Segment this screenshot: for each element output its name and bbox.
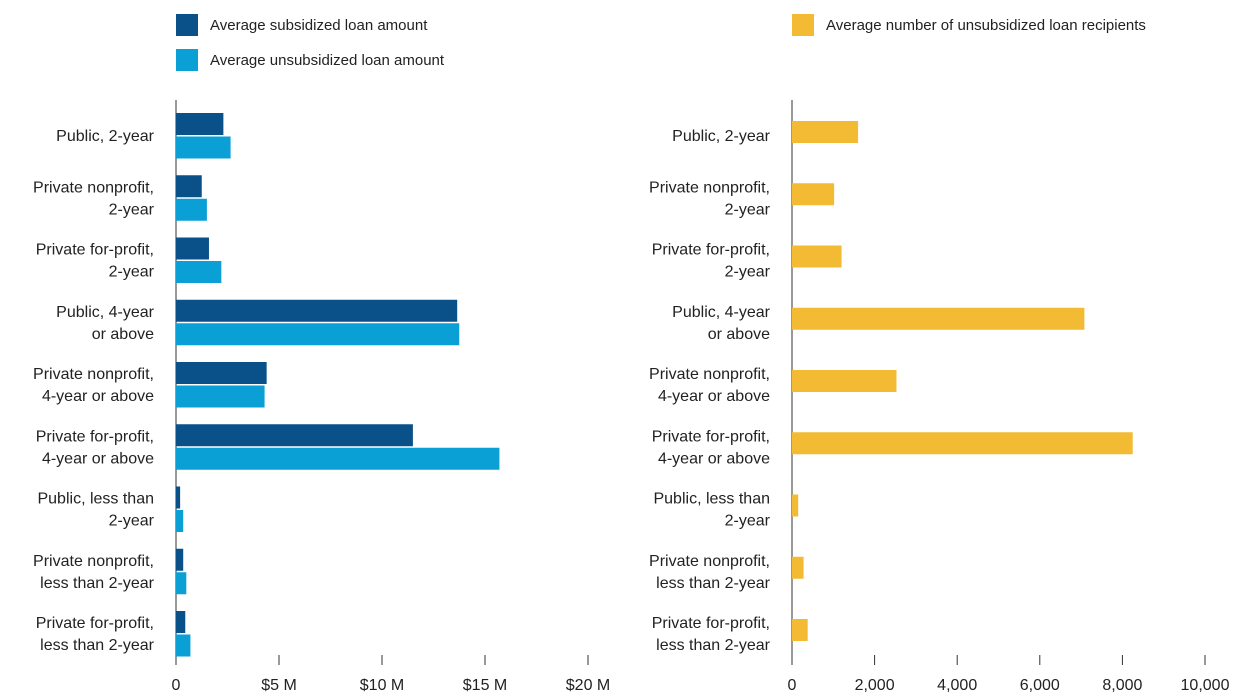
- bar: [176, 323, 460, 346]
- category-label: or above: [92, 326, 154, 343]
- x-tick-label: $20 M: [566, 677, 610, 693]
- bar: [176, 572, 187, 595]
- category-label: 2-year: [109, 264, 155, 281]
- category-label: 2-year: [725, 513, 771, 530]
- bar: [176, 261, 222, 283]
- bar: [792, 494, 799, 517]
- legend-swatch-unsubsidized: [176, 49, 198, 71]
- category-label: Public, less than: [653, 491, 770, 508]
- category-label: 2-year: [109, 201, 155, 218]
- category-label: Public, 2-year: [56, 128, 154, 145]
- bar: [176, 611, 186, 633]
- bar: [176, 548, 184, 571]
- x-tick-label: 0: [788, 677, 797, 693]
- bar: [176, 299, 458, 322]
- bar: [792, 245, 842, 268]
- category-label: less than 2-year: [40, 575, 155, 592]
- x-tick-label: 8,000: [1102, 677, 1142, 693]
- legend-item-recipients: Average number of unsubsidized loan reci…: [792, 14, 1146, 36]
- legend-label-unsubsidized: Average unsubsidized loan amount: [210, 51, 445, 69]
- bar: [792, 619, 808, 641]
- category-label: Private nonprofit,: [649, 179, 770, 196]
- legend-swatch-recipients: [792, 14, 814, 36]
- bar: [176, 237, 209, 260]
- category-label: Public, less than: [37, 491, 154, 508]
- bar: [176, 136, 231, 159]
- bar: [792, 432, 1133, 455]
- bar: [792, 121, 859, 143]
- legend-label-subsidized: Average subsidized loan amount: [210, 16, 428, 34]
- x-tick-label: $5 M: [261, 677, 297, 693]
- category-label: Private for-profit,: [652, 428, 770, 445]
- category-label: 4-year or above: [658, 388, 770, 405]
- bar: [792, 556, 804, 579]
- category-label: 4-year or above: [42, 388, 154, 405]
- category-label: 2-year: [109, 513, 155, 530]
- category-label: 4-year or above: [42, 450, 154, 467]
- legend-item-unsubsidized: Average unsubsidized loan amount: [176, 49, 444, 71]
- category-label: Private nonprofit,: [649, 553, 770, 570]
- category-label: 4-year or above: [658, 450, 770, 467]
- bar: [792, 183, 835, 206]
- category-label: 2-year: [725, 201, 771, 218]
- x-tick-label: $10 M: [360, 677, 404, 693]
- category-label: Public, 4-year: [672, 304, 770, 321]
- x-tick-label: 10,000: [1181, 677, 1230, 693]
- category-label: Private nonprofit,: [33, 366, 154, 383]
- category-label: Public, 2-year: [672, 128, 770, 145]
- chart-recipients: 0 2,000 4,000 6,000 8,000 10,000 Public, 2-yea…: [649, 100, 1230, 693]
- x-tick-label: 0: [172, 677, 181, 693]
- category-label: less than 2-year: [656, 575, 771, 592]
- category-label: Private for-profit,: [36, 428, 154, 445]
- legend-item-subsidized: Average subsidized loan amount: [176, 14, 427, 36]
- category-label: Private nonprofit,: [33, 553, 154, 570]
- legend-swatch-subsidized: [176, 14, 198, 36]
- bar: [176, 113, 224, 135]
- category-label: 2-year: [725, 264, 771, 281]
- bar: [176, 198, 207, 221]
- bar: [176, 510, 184, 532]
- category-label: Private for-profit,: [652, 615, 770, 632]
- bar: [176, 634, 191, 657]
- legend-label-recipients: Average number of unsubsidized loan reci…: [826, 16, 1146, 34]
- x-tick-label: 2,000: [855, 677, 895, 693]
- category-label: Private nonprofit,: [33, 179, 154, 196]
- category-label: less than 2-year: [40, 637, 155, 654]
- category-label: Public, 4-year: [56, 304, 154, 321]
- category-label: less than 2-year: [656, 637, 771, 654]
- category-label: Private for-profit,: [36, 242, 154, 259]
- bar: [176, 362, 267, 384]
- bar: [176, 486, 181, 509]
- x-tick-label: 6,000: [1020, 677, 1060, 693]
- x-tick-label: $15 M: [463, 677, 507, 693]
- bar: [792, 370, 897, 392]
- category-label: or above: [708, 326, 770, 343]
- x-tick-label: 4,000: [937, 677, 977, 693]
- category-label: Private nonprofit,: [649, 366, 770, 383]
- bar: [176, 447, 500, 470]
- chart-loan-amounts: 0 $5 M $10 M $15 M $20 M Public, 2-year Privat…: [33, 100, 610, 693]
- category-label: Private for-profit,: [36, 615, 154, 632]
- bar: [176, 385, 265, 408]
- category-label: Private for-profit,: [652, 242, 770, 259]
- bar: [792, 307, 1085, 330]
- bar: [176, 175, 202, 198]
- bar: [176, 424, 413, 447]
